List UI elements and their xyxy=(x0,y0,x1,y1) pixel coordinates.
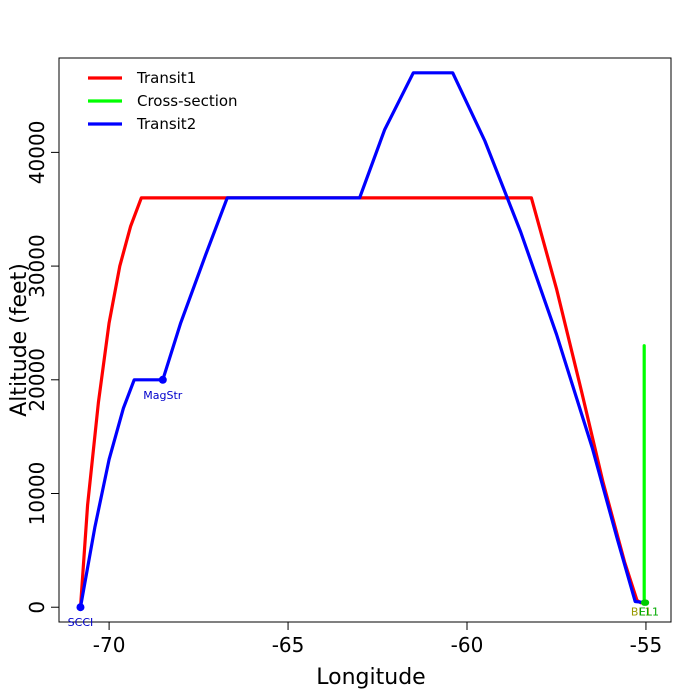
y-tick-label: 40000 xyxy=(25,121,49,185)
y-tick-label: 0 xyxy=(25,601,49,614)
legend-label-transit2: Transit2 xyxy=(136,115,196,133)
point-scci xyxy=(76,603,85,612)
point-label-scci: SCCI xyxy=(68,616,94,629)
y-tick-label: 20000 xyxy=(25,348,49,412)
end-label-bl1: BL1 xyxy=(631,606,652,619)
x-tick-label: -70 xyxy=(93,633,126,657)
legend-label-transit1: Transit1 xyxy=(136,69,196,87)
y-axis-title: Altitude (feet) xyxy=(7,263,32,417)
y-axis: 0 10000 20000 30000 40000 xyxy=(25,121,60,614)
series-layer xyxy=(78,71,648,609)
plot-frame xyxy=(58,57,672,623)
x-tick-label: -55 xyxy=(630,633,663,657)
series-line-transit2 xyxy=(78,71,648,609)
x-tick-label: -60 xyxy=(451,633,484,657)
point-label-magstr: MagStr xyxy=(143,389,183,402)
point-magstr xyxy=(158,375,167,384)
x-axis: -70 -65 -60 -55 xyxy=(93,621,663,657)
end-point-el1 xyxy=(642,599,650,606)
legend: Transit1 Cross-section Transit2 xyxy=(88,69,238,133)
x-tick-label: -65 xyxy=(272,633,305,657)
y-tick-label: 30000 xyxy=(25,234,49,298)
series-line-cross-section xyxy=(640,344,648,605)
y-tick-label: 10000 xyxy=(25,462,49,526)
end-label-el1: EL1 xyxy=(639,606,659,619)
legend-label-cross-section: Cross-section xyxy=(137,92,238,110)
series-line-transit1 xyxy=(78,196,643,609)
x-axis-title: Longitude xyxy=(316,665,425,690)
